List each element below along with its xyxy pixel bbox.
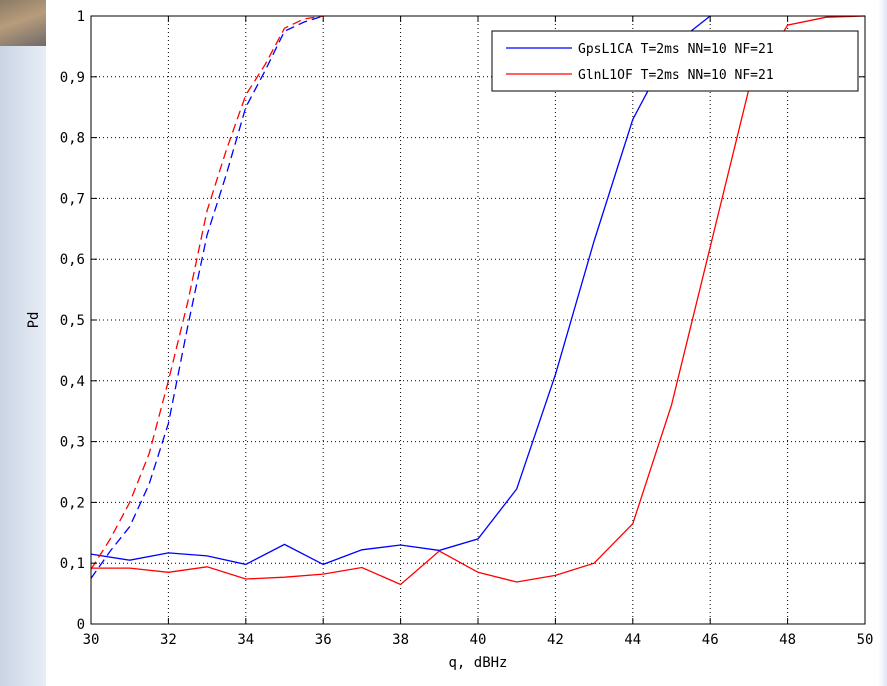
series-line-dashed-2 (90, 15, 324, 579)
x-tick-label: 30 (83, 632, 100, 648)
series-lines (90, 15, 866, 586)
y-tick-label: 0,7 (60, 191, 85, 207)
legend: GpsL1CA T=2ms NN=10 NF=21 GlnL1OF T=2ms N… (491, 30, 859, 92)
axis-ticks: 30 32 34 36 38 40 42 44 46 48 50 0 0,1 0,2 0,3 0,4 0,5 0,… (60, 9, 874, 648)
background-thumbnail (0, 0, 46, 46)
series-line-1 (91, 15, 866, 586)
x-tick-label: 46 (702, 632, 719, 648)
background-window-edge-right (878, 0, 887, 686)
series-line-dashed-3 (90, 15, 324, 570)
y-tick-label: 0,5 (60, 313, 85, 329)
y-tick-label: 0,1 (60, 556, 85, 572)
x-tick-label: 36 (315, 632, 332, 648)
x-tick-label: 44 (624, 632, 641, 648)
x-axis-label: q, dBHz (448, 655, 507, 671)
x-tick-label: 38 (392, 632, 409, 648)
legend-box (491, 30, 859, 92)
legend-entry-label: GlnL1OF T=2ms NN=10 NF=21 (578, 68, 774, 83)
y-tick-label: 0,4 (60, 374, 85, 390)
x-tick-label: 40 (470, 632, 487, 648)
y-axis-label: Pd (26, 312, 42, 329)
y-tick-label: 1 (77, 9, 85, 25)
x-tick-label: 50 (857, 632, 874, 648)
x-tick-label: 48 (779, 632, 796, 648)
grid (91, 16, 865, 624)
y-tick-label: 0,8 (60, 131, 85, 147)
series-line-0 (90, 15, 711, 566)
y-tick-label: 0,9 (60, 70, 85, 86)
y-tick-label: 0,6 (60, 252, 85, 268)
x-tick-label: 42 (547, 632, 564, 648)
y-tick-label: 0,2 (60, 495, 85, 511)
y-tick-label: 0 (77, 617, 85, 633)
legend-entry-label: GpsL1CA T=2ms NN=10 NF=21 (578, 42, 774, 57)
y-tick-label: 0,3 (60, 435, 85, 451)
x-tick-label: 32 (160, 632, 177, 648)
x-tick-label: 34 (237, 632, 254, 648)
background-window-edge (0, 0, 46, 686)
